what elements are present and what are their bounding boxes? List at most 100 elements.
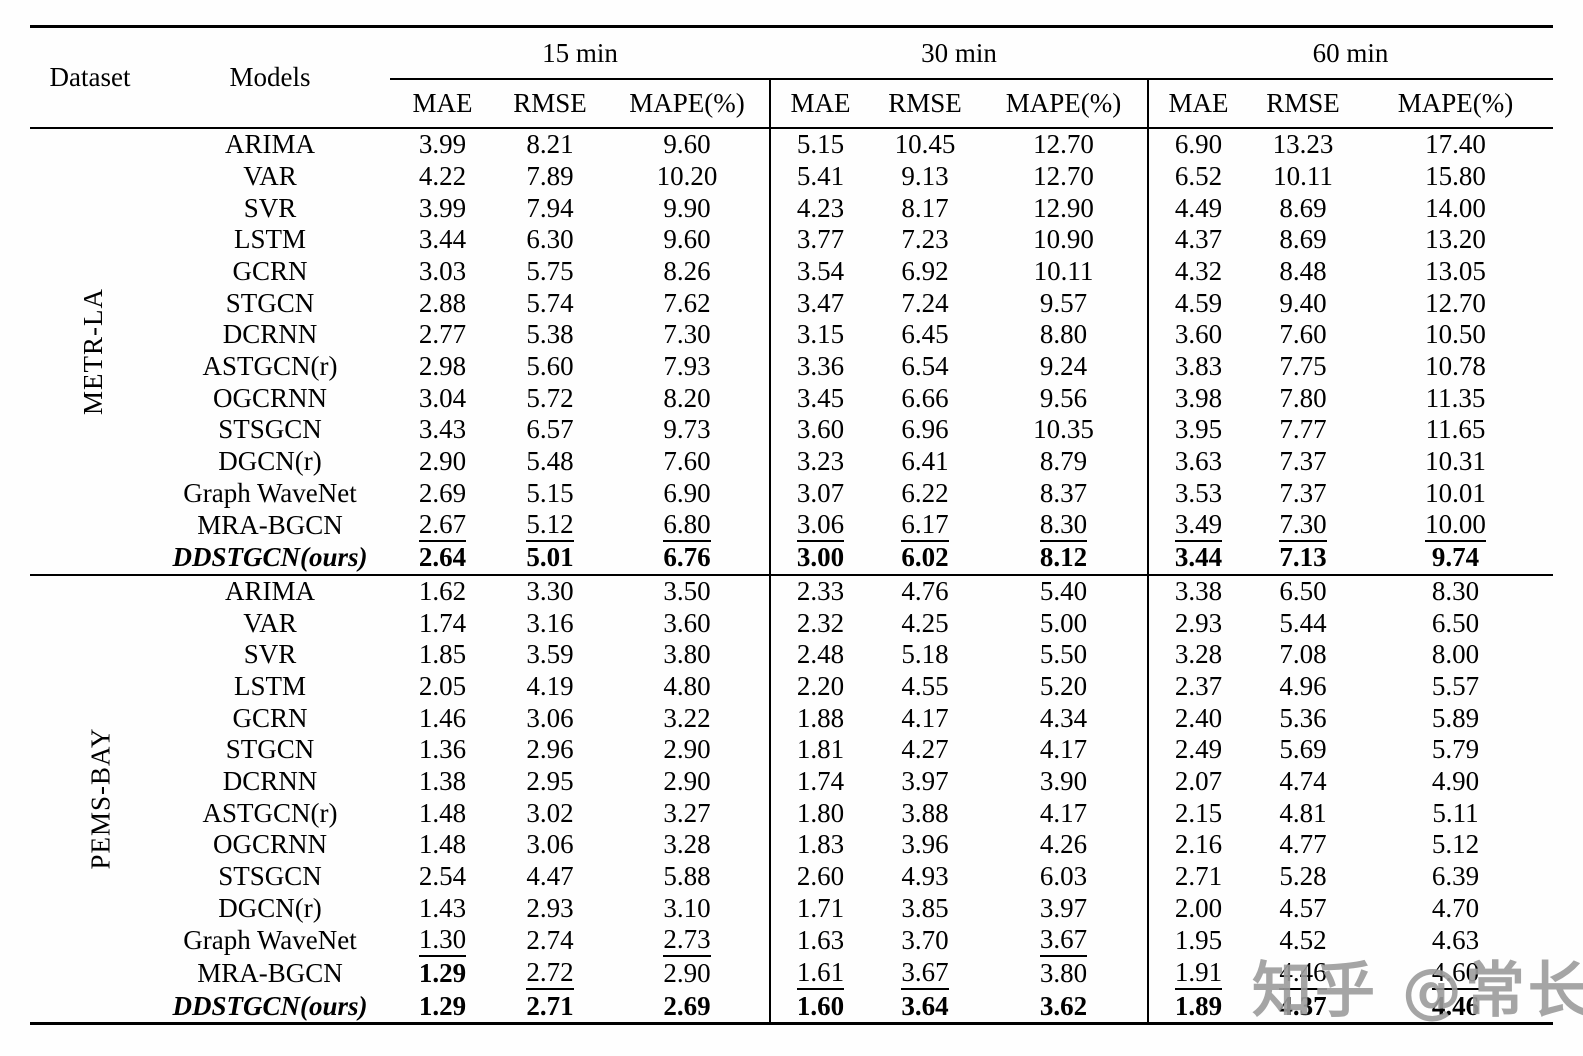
metric-value: 10.20: [656, 161, 718, 192]
model-name: STSGCN: [218, 414, 322, 445]
metric-value: 1.88: [769, 702, 871, 735]
metric-value: 13.20: [1425, 224, 1486, 255]
metric-value: 5.79: [1431, 734, 1480, 765]
metric-value: 1.48: [418, 829, 467, 860]
metric-value: 2.74: [526, 925, 574, 956]
metric-value: 10.90: [1033, 224, 1094, 255]
metric-value: 3.49: [1147, 508, 1249, 542]
table-row: ASTGCN(r) 2.98 5.60 7.93 3.36 6.54 9.24 3.83 7.7…: [30, 350, 1553, 383]
table-row: STGCN 1.36 2.96 2.90 1.81 4.27 4.17 2.49 5.69 5.7…: [30, 734, 1553, 766]
table-row: STSGCN 3.43 6.57 9.73 3.60 6.96 10.35 3.95 7.77 1…: [30, 413, 1553, 446]
model-name: MRA-BGCN: [197, 509, 343, 540]
metric-header-row: MAE RMSE MAPE(%) MAE RMSE MAPE(%) MAE RM…: [30, 79, 1553, 128]
metric-value: 4.46: [1248, 957, 1358, 990]
metric-value: 4.57: [1279, 892, 1327, 923]
metric-value: 4.46: [1431, 990, 1480, 1021]
metric-value: 9.60: [663, 224, 711, 255]
metric-value: 3.67: [980, 924, 1148, 957]
metric-value: 6.30: [526, 224, 574, 255]
metric-value: 7.30: [663, 319, 711, 350]
horizon-header-15min: 15 min: [390, 26, 771, 80]
metric-value: 5.74: [526, 287, 574, 318]
metric-value: 1.95: [1147, 924, 1249, 958]
metric-value: 2.90: [418, 445, 467, 476]
metric-value: 4.32: [1147, 255, 1249, 288]
metric-value: 3.02: [526, 797, 574, 828]
metric-value: 8.12: [1039, 542, 1088, 573]
metric-value: 8.26: [663, 255, 711, 286]
metric-value: 12.70: [1425, 287, 1486, 318]
table-row: MRA-BGCN 1.29 2.72 2.90 1.61 3.67 3.80 1.91 4.46…: [30, 957, 1553, 991]
metric-value: 8.30: [1431, 576, 1480, 607]
metric-value: 1.43: [418, 892, 467, 923]
metric-value: 3.30: [526, 576, 574, 607]
metric-value: 4.70: [1431, 892, 1480, 923]
metric-value: 9.57: [1039, 287, 1088, 318]
metric-value: 8.20: [663, 382, 711, 413]
metric-value: 3.16: [526, 607, 574, 638]
metric-value: 5.12: [495, 509, 605, 542]
metric-value: 3.15: [769, 318, 871, 351]
metric-value: 3.07: [769, 477, 871, 509]
metric-value: 2.90: [663, 734, 711, 765]
metric-value: 8.48: [1279, 255, 1327, 286]
metric-value: 5.72: [526, 382, 574, 413]
metric-value: 5.44: [1279, 607, 1327, 638]
metric-value: 5.28: [1279, 861, 1327, 892]
metric-value: 8.69: [1279, 192, 1327, 223]
table-row: LSTM 2.05 4.19 4.80 2.20 4.55 5.20 2.37 4.96 5.57: [30, 670, 1553, 703]
metric-value: 5.01: [526, 542, 574, 573]
table-row: STSGCN 2.54 4.47 5.88 2.60 4.93 6.03 2.71 5.28 6.…: [30, 860, 1553, 893]
table-row: Graph WaveNet 2.69 5.15 6.90 3.07 6.22 8.37 3.5…: [30, 477, 1553, 509]
metric-value: 4.76: [901, 576, 949, 607]
metric-value: 3.98: [1147, 382, 1249, 414]
metric-value: 3.99: [418, 129, 467, 160]
table-row: DGCN(r) 2.90 5.48 7.60 3.23 6.41 8.79 3.63 7.37 1…: [30, 445, 1553, 478]
metric-value: 2.48: [769, 639, 871, 671]
metric-value: 3.44: [1147, 541, 1249, 575]
metric-value: 5.00: [1039, 607, 1088, 638]
metric-value: 5.57: [1431, 671, 1480, 702]
table-row: MRA-BGCN 2.67 5.12 6.80 3.06 6.17 8.30 3.49 7.30…: [30, 508, 1553, 542]
metric-value: 4.63: [1431, 925, 1480, 956]
metric-value: 7.37: [1279, 477, 1327, 508]
metric-value: 2.95: [526, 766, 574, 797]
metric-value: 4.34: [1039, 702, 1088, 733]
metric-value: 4.19: [526, 671, 574, 702]
metric-value: 9.40: [1279, 287, 1327, 318]
metric-value: 2.00: [1147, 892, 1249, 925]
metric-value: 1.36: [418, 734, 467, 765]
dataset-cell: METR-LA: [30, 128, 150, 575]
metric-value: 3.64: [901, 990, 949, 1021]
metric-value: 3.80: [1039, 958, 1088, 989]
metric-value: 7.77: [1279, 414, 1327, 445]
metric-value: 6.80: [605, 509, 770, 542]
metric-value: 3.04: [418, 382, 467, 413]
model-name: VAR: [243, 161, 297, 192]
metric-value: 1.63: [769, 924, 871, 958]
metric-value: 4.37: [1279, 990, 1327, 1021]
metric-value: 2.67: [390, 509, 495, 542]
table-row: PEMS-BAY ARIMA 1.62 3.30 3.50 2.33 4.76 5.40 3.3…: [30, 574, 1553, 870]
table-row: VAR 4.22 7.89 10.20 5.41 9.13 12.70 6.52 10.11 15…: [30, 160, 1553, 193]
metric-value: 3.22: [663, 702, 711, 733]
metric-value: 4.74: [1279, 766, 1327, 797]
metric-value: 4.17: [1039, 734, 1088, 765]
section-pems-bay: PEMS-BAY ARIMA 1.62 3.30 3.50 2.33 4.76 5.40 3.3…: [30, 574, 1554, 1024]
metric-value: 5.50: [1039, 639, 1088, 670]
metric-value: 6.54: [901, 350, 949, 381]
metric-value: 1.74: [769, 765, 871, 798]
metric-value: 15.80: [1425, 161, 1486, 192]
metric-value: 1.81: [769, 734, 871, 766]
metric-value: 10.31: [1425, 445, 1486, 476]
metric-header-rmse: RMSE: [513, 88, 587, 118]
metric-value: 2.93: [1147, 607, 1249, 640]
model-name: ASTGCN(r): [202, 350, 338, 381]
metric-value: 2.37: [1147, 670, 1249, 703]
metric-value: 2.90: [663, 766, 711, 797]
metric-value: 4.81: [1279, 797, 1327, 828]
horizon-header-60min: 60 min: [1148, 26, 1554, 80]
model-name: DDSTGCN(ours): [172, 990, 368, 1021]
metric-value: 4.22: [418, 161, 467, 192]
metric-value: 2.69: [418, 477, 467, 508]
